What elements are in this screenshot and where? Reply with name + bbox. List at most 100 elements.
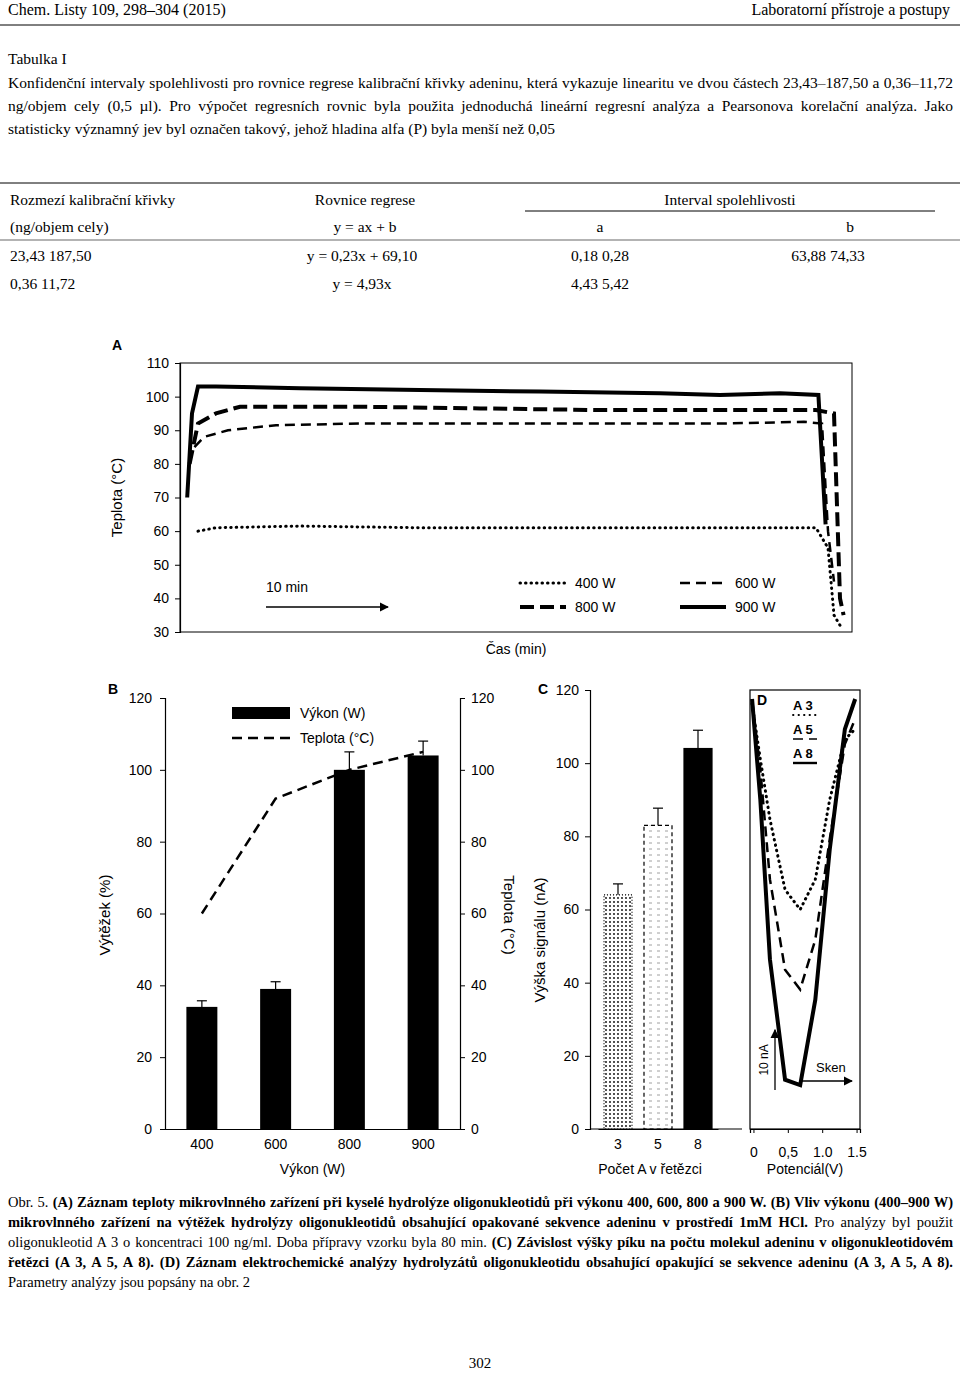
table-cell: y = 0,23x + 69,10 xyxy=(307,247,418,264)
series-line xyxy=(752,704,855,910)
tick: 50 xyxy=(153,557,180,573)
tick-label: 110 xyxy=(147,355,170,371)
tick-label: 120 xyxy=(129,690,153,706)
table-cell: 0,18 0,28 xyxy=(571,247,629,264)
tick: 120 xyxy=(129,690,165,706)
annotation: 10 min xyxy=(266,579,308,595)
tick-mark xyxy=(160,1129,165,1130)
tick-mark xyxy=(175,598,180,599)
tick-label: 0 xyxy=(571,1121,579,1137)
tick-label: 80 xyxy=(136,834,152,850)
series-line xyxy=(194,422,834,582)
tick: 120 xyxy=(460,690,495,706)
column-header: Rovnice regrese xyxy=(315,191,415,208)
plot-marks xyxy=(186,741,438,1129)
tick-mark xyxy=(460,1057,465,1058)
caption-text: Obr. 5. xyxy=(8,1194,48,1210)
table-title: Tabulka I xyxy=(8,50,953,68)
error-bar xyxy=(197,1001,207,1007)
tick-label: 800 xyxy=(338,1136,362,1152)
tick: 1.0 xyxy=(813,1129,833,1160)
series-line xyxy=(752,699,855,1085)
tick: 60 xyxy=(136,905,165,921)
caption-text: (A) Záznam teploty mikrovlnného zařízení… xyxy=(8,1194,953,1230)
tick: 80 xyxy=(563,828,590,844)
tick: 60 xyxy=(563,901,590,917)
tick: 60 xyxy=(460,905,487,921)
error-bar xyxy=(344,752,354,770)
legend-symbol xyxy=(793,714,817,716)
table-cell: y = 4,93x xyxy=(332,275,391,292)
panel-a: 30405060708090100110ATeplota (°C)Čas (mi… xyxy=(108,337,852,657)
tick: 110 xyxy=(147,355,180,371)
tick: 100 xyxy=(146,389,180,405)
axis-line xyxy=(590,1128,742,1129)
plot-marks xyxy=(187,387,843,626)
tick-mark xyxy=(160,914,165,915)
legend-entry: A 3 xyxy=(793,698,813,713)
tick-mark xyxy=(857,1129,858,1133)
bar xyxy=(186,1007,217,1129)
tick-mark xyxy=(585,910,590,911)
tick-mark xyxy=(160,698,165,699)
caption-text: Parametry analýzy jsou popsány na obr. 2 xyxy=(8,1274,250,1290)
bar xyxy=(644,825,672,1129)
header-rule xyxy=(0,25,960,26)
tick: 8 xyxy=(694,1129,702,1152)
tick-label: 8 xyxy=(694,1136,702,1152)
tick-label: 400 xyxy=(190,1136,214,1152)
axis-line xyxy=(751,1130,861,1134)
tick: 90 xyxy=(153,422,180,438)
axis-title: Výška signálu (nA) xyxy=(531,877,548,1002)
table-rule xyxy=(0,240,960,241)
bar xyxy=(604,895,632,1129)
tick-mark xyxy=(585,690,590,691)
page-number: 302 xyxy=(469,1355,492,1371)
axis-line xyxy=(585,691,591,1130)
tick-label: 5 xyxy=(654,1136,662,1152)
tick-mark xyxy=(753,1129,754,1133)
plot-marks xyxy=(752,699,855,1085)
series-line xyxy=(202,752,423,914)
section-name: Laboratorní přístroje a postupy xyxy=(751,1,950,19)
tick: 1.5 xyxy=(847,1129,867,1160)
panel-d: 00,51.01.5DPotenciál(V)A 3A 5A 810 nASke… xyxy=(750,690,867,1177)
legend-symbol xyxy=(793,762,817,764)
tick-label: 900 xyxy=(411,1136,435,1152)
legend-symbol xyxy=(793,738,817,740)
table-cell: 4,43 5,42 xyxy=(571,275,629,292)
tick: 800 xyxy=(338,1129,362,1152)
axis-title: Teplota (°C) xyxy=(501,875,518,954)
axis-title: Počet A v řetězci xyxy=(598,1161,702,1177)
axis: 020406080100120 xyxy=(129,690,166,1137)
tick: 5 xyxy=(654,1129,662,1152)
table-cell: 0,36 11,72 xyxy=(10,275,75,292)
error-bar xyxy=(271,982,281,989)
tick-mark xyxy=(585,1056,590,1057)
tick: 100 xyxy=(556,755,590,771)
scale-bar-label: 10 nA xyxy=(757,1044,771,1075)
tick: 40 xyxy=(563,975,590,991)
tick-label: 70 xyxy=(153,489,169,505)
journal-ref: Chem. Listy 109, 298–304 (2015) xyxy=(8,1,226,19)
tick-mark xyxy=(160,842,165,843)
axis: 00,51.01.5 xyxy=(750,1129,867,1160)
legend-symbol xyxy=(680,582,726,585)
panel-label: D xyxy=(757,692,767,708)
column-header: Interval spolehlivosti xyxy=(664,191,796,208)
tick-mark xyxy=(160,1057,165,1058)
annotation-arrow xyxy=(800,1080,852,1081)
page: Chem. Listy 109, 298–304 (2015) Laborator… xyxy=(0,0,960,1376)
error-bar xyxy=(693,730,703,748)
tick: 80 xyxy=(136,834,165,850)
tick-mark xyxy=(175,565,180,566)
axis: 020406080100120 xyxy=(556,682,591,1137)
legend: A 3A 5A 8 xyxy=(793,698,817,763)
tick: 100 xyxy=(460,762,495,778)
tick: 60 xyxy=(153,523,180,539)
tick-label: 80 xyxy=(153,456,169,472)
tick-label: 40 xyxy=(471,977,487,993)
series-line xyxy=(187,387,825,525)
tick-label: 120 xyxy=(556,682,580,698)
panel-label: B xyxy=(108,681,118,697)
